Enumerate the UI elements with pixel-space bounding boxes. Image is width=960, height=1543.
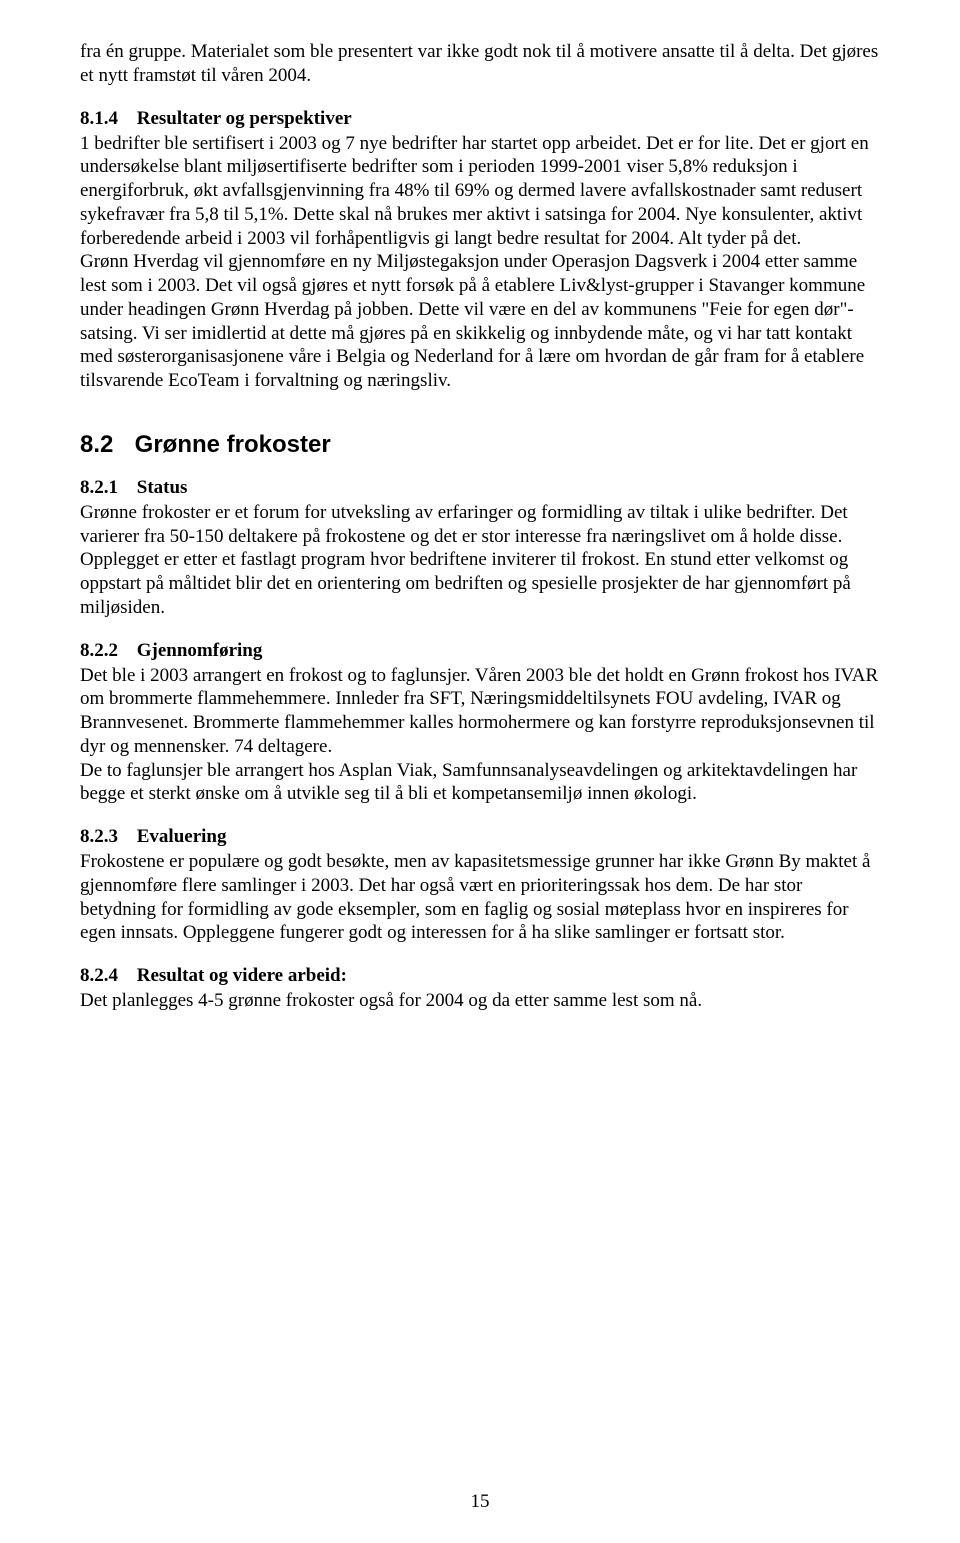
heading-title: Evaluering [137,826,227,847]
paragraph: De to faglunsjer ble arrangert hos Aspla… [80,759,880,807]
paragraph: fra én gruppe. Materialet som ble presen… [80,40,880,88]
heading-title: Status [137,477,188,498]
heading-title: Resultater og perspektiver [137,108,352,129]
paragraph: 1 bedrifter ble sertifisert i 2003 og 7 … [80,132,880,251]
heading-8-1-4: 8.1.4 Resultater og perspektiver [80,108,880,130]
heading-8-2-2: 8.2.2 Gjennomføring [80,640,880,662]
heading-8-2-1: 8.2.1 Status [80,477,880,499]
heading-number: 8.2 [80,431,128,459]
paragraph: Det ble i 2003 arrangert en frokost og t… [80,664,880,759]
paragraph-block: Det planlegges 4-5 grønne frokoster også… [80,989,880,1013]
paragraph-block: De to faglunsjer ble arrangert hos Aspla… [80,759,880,807]
heading-title: Grønne frokoster [135,431,331,458]
page-number: 15 [0,1491,960,1513]
paragraph: Det planlegges 4-5 grønne frokoster også… [80,989,880,1013]
heading-number: 8.2.2 [80,640,132,662]
paragraph: Grønne frokoster er et forum for utveksl… [80,501,880,620]
paragraph: Grønn Hverdag vil gjennomføre en ny Milj… [80,250,880,393]
page: fra én gruppe. Materialet som ble presen… [0,0,960,1543]
heading-title: Resultat og videre arbeid: [137,965,347,986]
heading-number: 8.1.4 [80,108,132,130]
paragraph-block: Grønn Hverdag vil gjennomføre en ny Milj… [80,250,880,393]
heading-8-2-3: 8.2.3 Evaluering [80,826,880,848]
heading-number: 8.2.1 [80,477,132,499]
heading-number: 8.2.3 [80,826,132,848]
heading-8-2-4: 8.2.4 Resultat og videre arbeid: [80,965,880,987]
top-paragraph-block: fra én gruppe. Materialet som ble presen… [80,40,880,88]
heading-title: Gjennomføring [137,640,263,661]
paragraph-block: Grønne frokoster er et forum for utveksl… [80,501,880,620]
heading-8-2: 8.2 Grønne frokoster [80,431,880,459]
heading-number: 8.2.4 [80,965,132,987]
paragraph: Frokostene er populære og godt besøkte, … [80,850,880,945]
paragraph-block: Frokostene er populære og godt besøkte, … [80,850,880,945]
